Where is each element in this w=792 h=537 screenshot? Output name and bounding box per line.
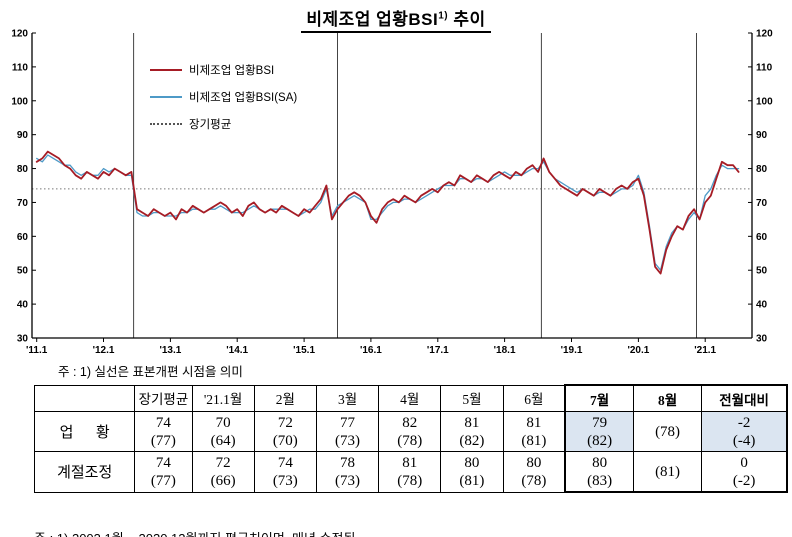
- table-cell: (81): [632, 451, 703, 493]
- svg-text:60: 60: [756, 232, 768, 243]
- table-cell: 80 (81): [440, 451, 504, 493]
- col-header-jun: 6월: [502, 384, 566, 412]
- title-superscript: 1): [438, 10, 449, 22]
- bsi-chart-area: 30 30 40 40 50 50 60 60 70 70 80 80 90 90 100 100 110 110…: [4, 26, 788, 360]
- svg-text:'13.1: '13.1: [159, 345, 181, 356]
- table-cell: 0 (-2): [701, 451, 789, 493]
- dotted-line-sample: [150, 122, 182, 125]
- table-cell: 74 (73): [253, 451, 317, 493]
- table-header-row: 장기평균 '21.1월 2월 3월 4월 5월 6월 7월 8월 전월대비: [33, 384, 789, 412]
- bsi-data-table: 장기평균 '21.1월 2월 3월 4월 5월 6월 7월 8월 전월대비 업 …: [33, 384, 789, 493]
- table-cell-mom-highlight: -2 (-4): [701, 411, 789, 452]
- col-header-long-term-avg: 장기평균: [134, 384, 193, 412]
- table-cell: 78 (73): [315, 451, 380, 493]
- legend-label: 장기평균: [189, 118, 232, 131]
- blue-line-sample: [150, 95, 182, 98]
- svg-text:100: 100: [756, 96, 773, 107]
- legend-label: 비제조업 업황BSI(SA): [189, 91, 298, 104]
- corner-cell: [33, 384, 136, 412]
- table-cell: 74 (77): [134, 411, 193, 452]
- chart-legend: 비제조업 업황BSI 비제조업 업황BSI(SA) 장기평균: [150, 56, 297, 137]
- table-row-business-conditions: 업 황 74 (77) 70 (64) 72 (70) 77 (73) 82 (78) 8…: [33, 411, 789, 452]
- svg-text:30: 30: [756, 334, 768, 345]
- svg-text:'14.1: '14.1: [226, 345, 248, 356]
- col-header-aug: 8월: [632, 384, 703, 412]
- col-header-jan: '21.1월: [191, 384, 255, 412]
- chart-note: 주 : 1) 실선은 표본개편 시점을 의미: [58, 365, 243, 379]
- svg-text:110: 110: [12, 62, 29, 73]
- svg-text:'18.1: '18.1: [494, 345, 516, 356]
- table-cell: 81 (81): [502, 411, 566, 452]
- svg-text:'15.1: '15.1: [293, 345, 315, 356]
- svg-text:50: 50: [756, 266, 768, 277]
- table-cell: (78): [632, 411, 703, 452]
- svg-text:120: 120: [11, 29, 28, 40]
- table-cell: 72 (66): [191, 451, 255, 493]
- legend-item-bsi-sa: 비제조업 업황BSI(SA): [150, 83, 297, 110]
- footnote-1: 주 : 1) 2003.1월 ~ 2020.12월까지 평균치이며, 매년 수정…: [34, 530, 355, 537]
- svg-text:100: 100: [11, 96, 28, 107]
- red-line-sample: [150, 68, 182, 71]
- table-cell: 80 (83): [564, 451, 634, 493]
- svg-text:90: 90: [756, 130, 768, 141]
- legend-label: 비제조업 업황BSI: [189, 64, 275, 77]
- svg-text:'20.1: '20.1: [627, 345, 649, 356]
- table-cell-jul-highlight: 79 (82): [564, 411, 634, 452]
- svg-text:110: 110: [756, 62, 773, 73]
- svg-text:70: 70: [17, 198, 29, 209]
- svg-text:'21.1: '21.1: [694, 345, 716, 356]
- table-cell: 77 (73): [315, 411, 380, 452]
- table-cell: 82 (78): [378, 411, 442, 452]
- col-header-mom-change: 전월대비: [701, 384, 789, 412]
- col-header-may: 5월: [440, 384, 504, 412]
- svg-text:60: 60: [17, 232, 29, 243]
- col-header-mar: 3월: [315, 384, 380, 412]
- col-header-apr: 4월: [378, 384, 442, 412]
- svg-text:30: 30: [17, 334, 29, 345]
- svg-text:'11.1: '11.1: [26, 345, 48, 356]
- svg-text:50: 50: [17, 266, 29, 277]
- svg-text:70: 70: [756, 198, 768, 209]
- svg-text:80: 80: [756, 164, 768, 175]
- table-cell: 81 (78): [378, 451, 442, 493]
- table-cell: 70 (64): [191, 411, 255, 452]
- title-tail: 추이: [448, 10, 486, 29]
- svg-text:90: 90: [17, 130, 29, 141]
- svg-text:40: 40: [17, 300, 29, 311]
- table-cell: 81 (82): [440, 411, 504, 452]
- bsi-line-chart: 30 30 40 40 50 50 60 60 70 70 80 80 90 90 100 100 110 110…: [11, 29, 773, 357]
- legend-item-long-term-avg: 장기평균: [150, 110, 297, 137]
- svg-text:'17.1: '17.1: [427, 345, 449, 356]
- page-title: 비제조업 업황BSI1) 추이: [0, 5, 792, 33]
- table-cell: 74 (77): [134, 451, 193, 493]
- table-row-seasonally-adjusted: 계절조정 74 (77) 72 (66) 74 (73) 78 (73) 81 (78) …: [33, 451, 789, 493]
- table-cell: 72 (70): [253, 411, 317, 452]
- svg-text:40: 40: [756, 300, 768, 311]
- row-label-business: 업 황: [33, 411, 136, 452]
- svg-text:'19.1: '19.1: [561, 345, 583, 356]
- table-cell: 80 (78): [502, 451, 566, 493]
- svg-text:120: 120: [756, 29, 773, 40]
- svg-text:'16.1: '16.1: [360, 345, 382, 356]
- page-title-text: 비제조업 업황BSI1) 추이: [301, 5, 491, 33]
- col-header-jul: 7월: [564, 384, 634, 412]
- svg-text:80: 80: [17, 164, 29, 175]
- row-label-seasonal: 계절조정: [33, 451, 136, 493]
- col-header-feb: 2월: [253, 384, 317, 412]
- title-main: 비제조업 업황BSI: [306, 10, 439, 29]
- svg-text:'12.1: '12.1: [93, 345, 115, 356]
- footnotes: 주 : 1) 2003.1월 ~ 2020.12월까지 평균치이며, 매년 수정…: [34, 496, 355, 537]
- legend-item-bsi: 비제조업 업황BSI: [150, 56, 297, 83]
